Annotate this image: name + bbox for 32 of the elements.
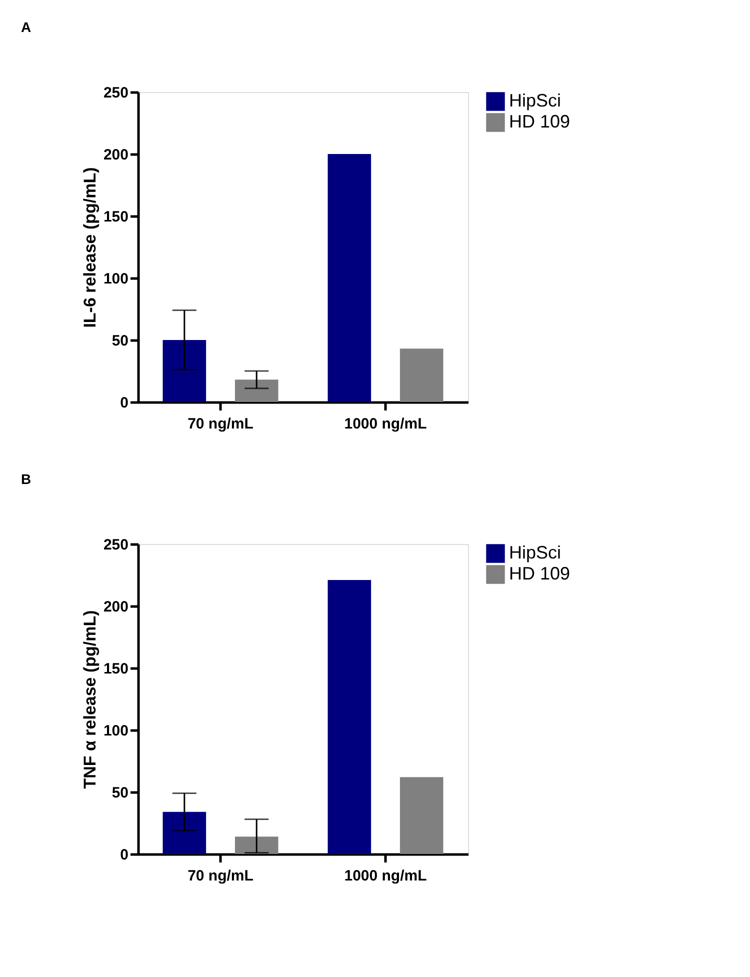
text: A	[20, 19, 32, 35]
x-tick-label: 70 ng/mL	[188, 416, 254, 432]
y-tick-label: 50	[112, 332, 128, 350]
text: B	[20, 471, 32, 487]
legend-label: HD 109	[509, 112, 570, 132]
y-tick-label: 200	[103, 598, 128, 616]
legend-label: HD 109	[509, 564, 570, 584]
x-tick-label: 70 ng/mL	[188, 868, 254, 884]
y-tick-label: 100	[103, 722, 128, 740]
y-tick-label: 0	[120, 846, 128, 864]
y-axis-title: TNF α release (pg/mL)	[80, 610, 100, 789]
legend-label: HipSci	[509, 542, 562, 562]
y-tick-label: 150	[103, 660, 128, 678]
bar	[400, 348, 444, 402]
y-axis-title: IL-6 release (pg/mL)	[80, 167, 100, 328]
y-tick-label: 0	[120, 394, 128, 412]
x-tick-label: 1000 ng/mL	[344, 416, 427, 432]
bar	[328, 154, 372, 402]
bar	[162, 812, 206, 854]
y-tick-label: 250	[103, 536, 128, 554]
bar	[234, 380, 278, 402]
bar	[328, 580, 372, 854]
y-tick-label: 250	[103, 84, 128, 102]
y-tick-label: 50	[112, 784, 128, 802]
bar	[234, 836, 278, 854]
bar	[400, 777, 444, 854]
y-tick-label: 200	[103, 146, 128, 164]
y-tick-label: 150	[103, 208, 128, 226]
bar	[162, 340, 206, 402]
legend-label: HipSci	[509, 90, 562, 110]
y-tick-label: 100	[103, 270, 128, 288]
x-tick-label: 1000 ng/mL	[344, 868, 427, 884]
